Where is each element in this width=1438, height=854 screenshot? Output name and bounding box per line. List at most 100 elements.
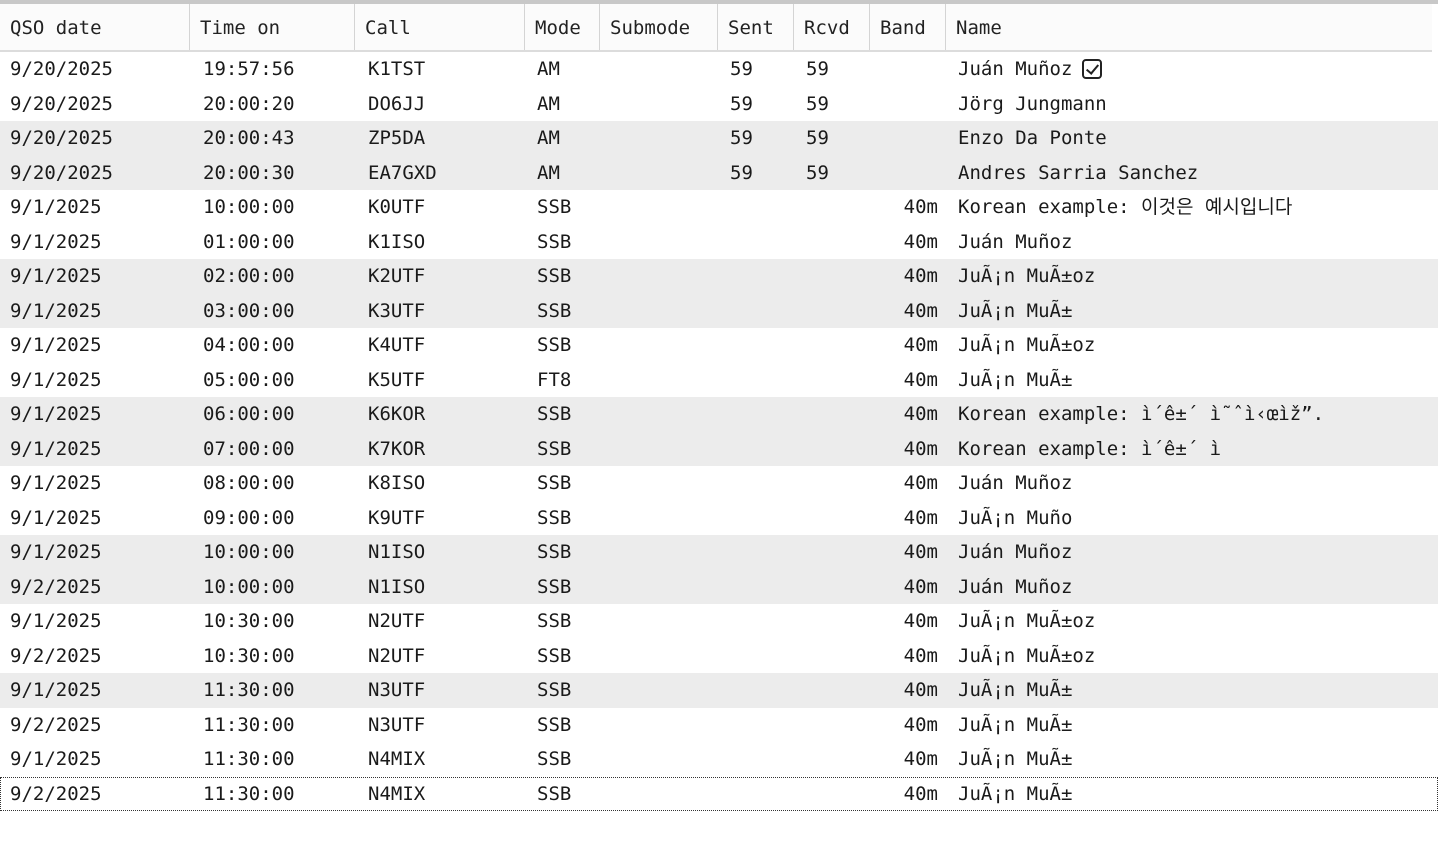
col-header-mode[interactable]: Mode [525, 4, 600, 50]
band-cell-text: 40m [903, 541, 938, 563]
table-row[interactable]: 9/2/2025 11:30:00 N3UTF SSB 40m JuÃ¡n MuÃ± [0, 708, 1438, 743]
time-on-cell: 04:00:00 [203, 328, 295, 363]
table-row[interactable]: 9/1/2025 08:00:00 K8ISO SSB 40m Juán Muñoz [0, 466, 1438, 501]
call-cell-text: K1ISO [368, 230, 426, 253]
name-cell: JuÃ¡n MuÃ±oz [958, 259, 1095, 294]
qso-date-cell: 9/1/2025 [10, 225, 102, 260]
sent-cell-text: 59 [730, 161, 753, 184]
table-row[interactable]: 9/1/2025 11:30:00 N4MIX SSB 40m JuÃ¡n MuÃ± [0, 742, 1438, 777]
mode-cell: SSB [537, 535, 571, 570]
call-cell-text: K3UTF [368, 299, 426, 322]
time-on-cell-text: 10:30:00 [203, 644, 295, 667]
qso-date-cell: 9/20/2025 [10, 156, 113, 191]
table-row[interactable]: 9/20/2025 19:57:56 K1TST AM 59 59 Juán Muñoz [0, 52, 1438, 87]
qso-date-cell: 9/2/2025 [10, 777, 102, 812]
call-cell-text: K8ISO [368, 472, 426, 494]
table-row[interactable]: 9/1/2025 03:00:00 K3UTF SSB 40m JuÃ¡n MuÃ± [0, 293, 1438, 329]
call-cell-text: K4UTF [368, 334, 426, 356]
band-cell [870, 52, 938, 87]
mode-cell-text: SSB [537, 437, 572, 460]
time-on-cell-text: 19:57:56 [203, 58, 295, 80]
name-cell-text: JuÃ¡n Muño [958, 506, 1073, 529]
name-cell-text: Korean example: ì´ê±´ ì˜ˆì‹œìž”. [958, 403, 1325, 425]
name-cell-text: JuÃ¡n MuÃ±oz [958, 644, 1096, 667]
table-row[interactable]: 9/1/2025 10:00:00 K0UTF SSB 40m Korean exampl… [0, 190, 1438, 225]
mode-cell: SSB [537, 742, 571, 777]
time-on-cell-text: 20:00:43 [203, 127, 295, 149]
band-cell [870, 121, 938, 156]
mode-cell: AM [537, 121, 560, 156]
band-cell: 40m [870, 397, 938, 432]
table-row[interactable]: 9/1/2025 06:00:00 K6KOR SSB 40m Korean exampl… [0, 397, 1438, 432]
table-row[interactable]: 9/20/2025 20:00:43 ZP5DA AM 59 59 Enzo Da Pont… [0, 121, 1438, 156]
qso-date-cell-text: 9/1/2025 [10, 403, 102, 425]
table-row[interactable]: 9/1/2025 09:00:00 K9UTF SSB 40m JuÃ¡n Muño [0, 501, 1438, 536]
table-row[interactable]: 9/1/2025 10:00:00 N1ISO SSB 40m Juán Muñoz [0, 535, 1438, 570]
mode-cell-text: SSB [537, 403, 572, 425]
band-cell: 40m [870, 570, 938, 605]
qso-date-cell: 9/20/2025 [10, 121, 113, 156]
name-cell: JuÃ¡n MuÃ±oz [958, 328, 1095, 363]
table-row[interactable]: 9/1/2025 02:00:00 K2UTF SSB 40m JuÃ¡n MuÃ±oz [0, 259, 1438, 294]
qso-date-cell: 9/1/2025 [10, 397, 102, 432]
col-header-call[interactable]: Call [355, 4, 525, 50]
name-cell: Andres Sarria Sanchez [958, 156, 1198, 191]
table-row[interactable]: 9/1/2025 04:00:00 K4UTF SSB 40m JuÃ¡n MuÃ±oz [0, 328, 1438, 363]
mode-cell-text: AM [537, 58, 560, 80]
qso-date-cell: 9/1/2025 [10, 363, 102, 398]
call-cell-text: ZP5DA [368, 127, 426, 149]
table-row[interactable]: 9/2/2025 10:30:00 N2UTF SSB 40m JuÃ¡n MuÃ±oz [0, 639, 1438, 674]
call-cell-text: K1TST [368, 58, 426, 80]
call-cell: N3UTF [368, 708, 425, 743]
col-header-band[interactable]: Band [870, 4, 946, 50]
qso-date-cell-text: 9/1/2025 [10, 196, 102, 218]
time-on-cell-text: 11:30:00 [203, 713, 295, 736]
band-cell: 40m [870, 190, 938, 225]
call-cell: N4MIX [368, 742, 425, 777]
qso-date-cell-text: 9/1/2025 [10, 679, 102, 701]
table-row[interactable]: 9/1/2025 07:00:00 K7KOR SSB 40m Korean exampl… [0, 431, 1438, 466]
call-cell: DO6JJ [368, 87, 425, 122]
table-row[interactable]: 9/20/2025 20:00:30 EA7GXD AM 59 59 Andres Sarr… [0, 155, 1438, 191]
time-on-cell: 10:30:00 [203, 639, 295, 674]
band-cell: 40m [870, 777, 938, 812]
name-cell: JuÃ¡n MuÃ±oz [958, 604, 1095, 639]
name-cell-text: Juán Muñoz [958, 58, 1073, 80]
name-cell-text: Korean example: 이것은 예시입니다 [958, 196, 1293, 218]
table-row[interactable]: 9/1/2025 01:00:00 K1ISO SSB 40m Juán Muñoz [0, 225, 1438, 260]
name-cell-text: Korean example: ì´ê±´ ì [958, 437, 1222, 460]
window-top-edge [0, 0, 1438, 4]
name-cell-text: Juán Muñoz [958, 575, 1073, 598]
mode-cell-text: SSB [537, 265, 572, 287]
table-row[interactable]: 9/2/2025 10:00:00 N1ISO SSB 40m Juán Muñoz [0, 569, 1438, 605]
mode-cell: AM [537, 52, 560, 87]
time-on-cell: 05:00:00 [203, 363, 295, 398]
mode-cell: FT8 [537, 363, 571, 398]
time-on-cell-text: 20:00:30 [203, 161, 295, 184]
col-header-qso-date[interactable]: QSO date [0, 4, 190, 50]
mode-cell-text: SSB [537, 541, 572, 563]
qso-date-cell-text: 9/1/2025 [10, 610, 102, 632]
table-row[interactable]: 9/1/2025 05:00:00 K5UTF FT8 40m JuÃ¡n MuÃ± [0, 363, 1438, 398]
time-on-cell: 10:00:00 [203, 570, 295, 605]
qso-date-cell-text: 9/2/2025 [10, 713, 102, 736]
col-header-rcvd[interactable]: Rcvd [794, 4, 870, 50]
band-cell: 40m [870, 294, 938, 329]
col-header-name[interactable]: Name [956, 17, 1002, 39]
mode-cell: SSB [537, 777, 571, 812]
table-row[interactable]: 9/1/2025 11:30:00 N3UTF SSB 40m JuÃ¡n MuÃ± [0, 673, 1438, 708]
time-on-cell-text: 03:00:00 [203, 299, 295, 322]
col-header-submode[interactable]: Submode [600, 4, 718, 50]
col-header-time-on[interactable]: Time on [190, 4, 355, 50]
col-header-sent[interactable]: Sent [718, 4, 794, 50]
table-row[interactable]: 9/20/2025 20:00:20 DO6JJ AM 59 59 Jörg Jungman… [0, 87, 1438, 122]
table-row[interactable]: 9/1/2025 10:30:00 N2UTF SSB 40m JuÃ¡n MuÃ±oz [0, 604, 1438, 639]
time-on-cell: 02:00:00 [203, 259, 295, 294]
call-cell-text: EA7GXD [368, 161, 437, 184]
band-cell-text: 40m [903, 299, 938, 322]
checkbox-checked-icon[interactable] [1082, 59, 1103, 79]
table-row[interactable]: 9/2/2025 11:30:00 N4MIX SSB 40m JuÃ¡n MuÃ± [0, 776, 1438, 812]
call-cell: K1ISO [368, 225, 425, 260]
call-cell-text: N4MIX [368, 782, 426, 805]
time-on-cell: 10:00:00 [203, 190, 295, 225]
